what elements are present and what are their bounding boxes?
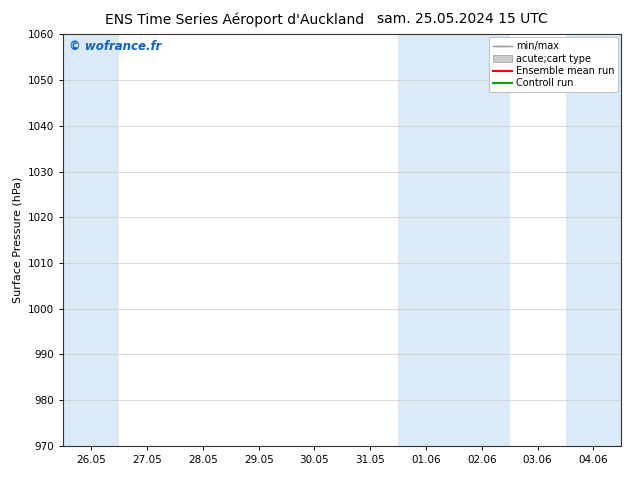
- Text: ENS Time Series Aéroport d'Auckland: ENS Time Series Aéroport d'Auckland: [105, 12, 364, 27]
- Bar: [566, 34, 621, 446]
- Bar: [398, 34, 510, 446]
- Text: sam. 25.05.2024 15 UTC: sam. 25.05.2024 15 UTC: [377, 12, 548, 26]
- Bar: [63, 34, 119, 446]
- Y-axis label: Surface Pressure (hPa): Surface Pressure (hPa): [13, 177, 23, 303]
- Text: © wofrance.fr: © wofrance.fr: [69, 41, 162, 53]
- Legend: min/max, acute;cart type, Ensemble mean run, Controll run: min/max, acute;cart type, Ensemble mean …: [489, 37, 618, 92]
